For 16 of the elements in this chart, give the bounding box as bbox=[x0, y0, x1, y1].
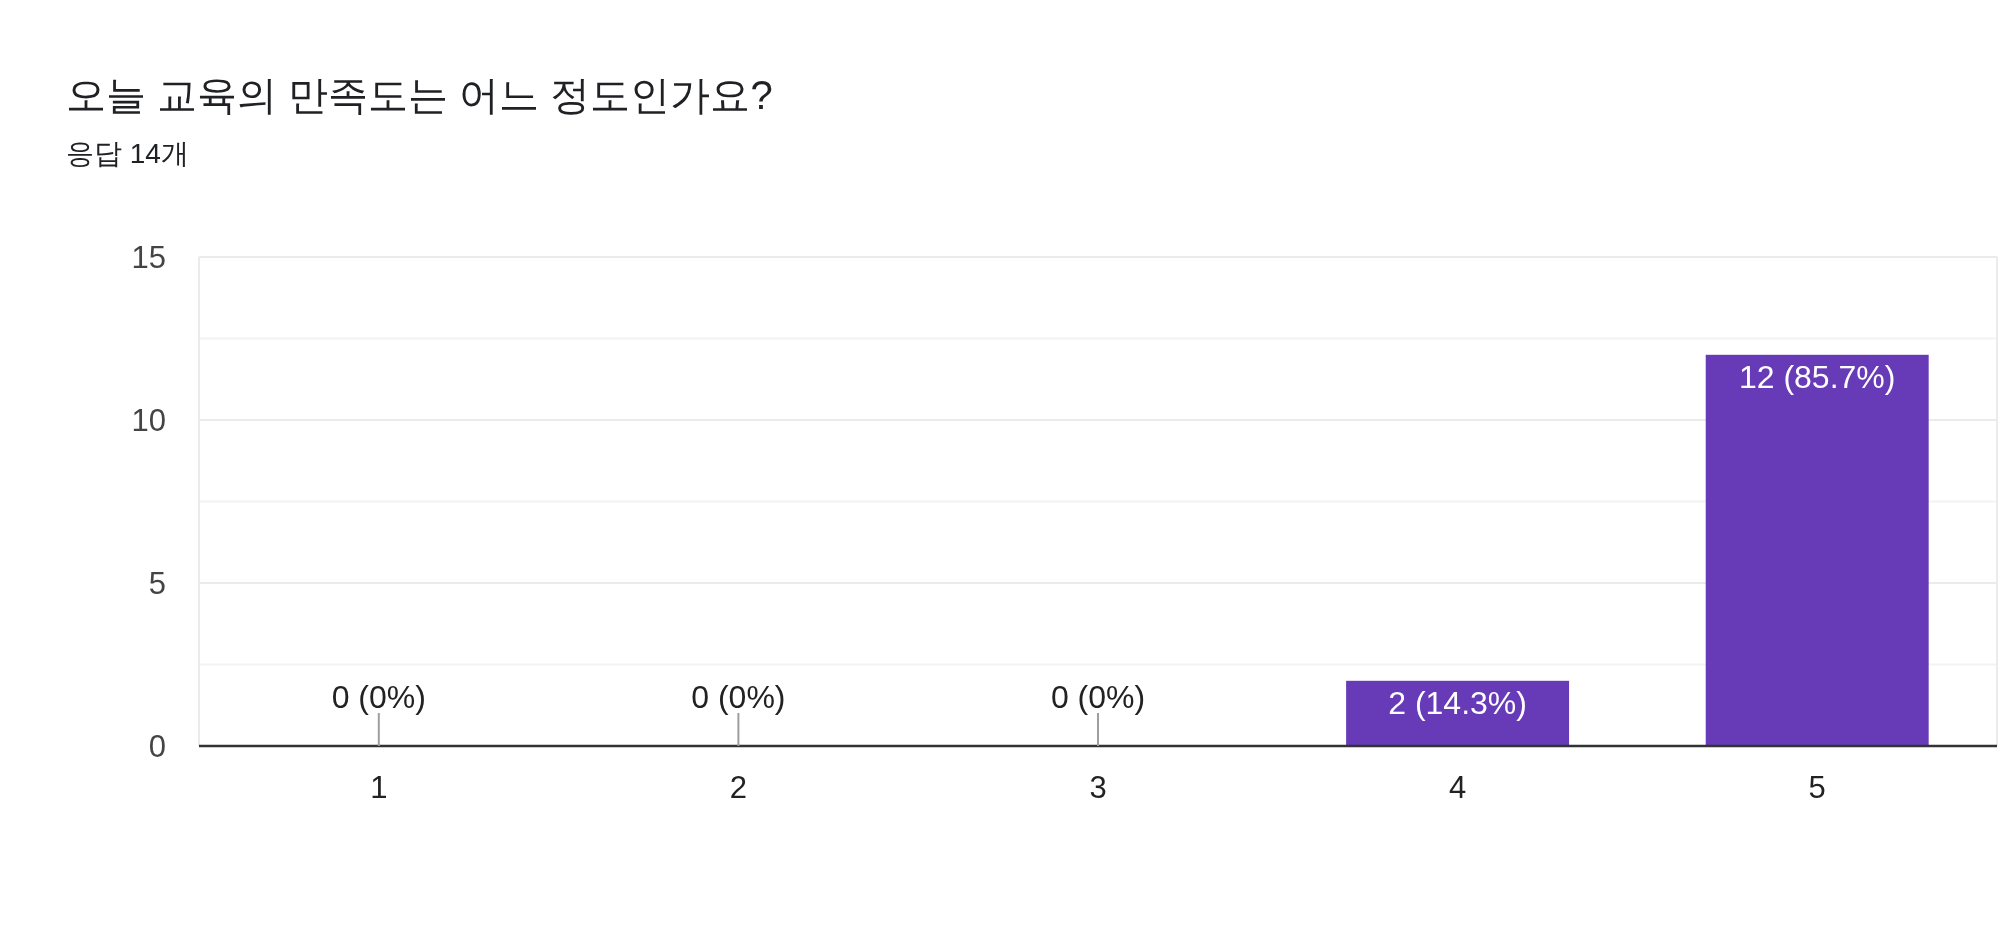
chart-title: 오늘 교육의 만족도는 어느 정도인가요? bbox=[66, 73, 773, 117]
y-tick-label: 0 bbox=[148, 728, 166, 764]
x-tick-label: 5 bbox=[1808, 769, 1826, 805]
data-label: 0 (0%) bbox=[331, 679, 426, 715]
y-tick-label: 15 bbox=[131, 239, 166, 275]
data-label: 0 (0%) bbox=[691, 679, 786, 715]
data-label: 0 (0%) bbox=[1050, 679, 1146, 715]
y-tick-label: 10 bbox=[131, 402, 166, 438]
data-label: 12 (85.7%) bbox=[1738, 358, 1896, 395]
y-tick-label: 5 bbox=[148, 565, 166, 601]
data-label: 2 (14.3%) bbox=[1388, 684, 1527, 721]
chart-subtitle: 응답 14개 bbox=[66, 137, 189, 169]
x-tick-label: 4 bbox=[1448, 769, 1467, 805]
x-tick-label: 3 bbox=[1089, 769, 1107, 805]
x-tick-label: 2 bbox=[729, 769, 748, 805]
x-tick-label: 1 bbox=[370, 769, 388, 805]
